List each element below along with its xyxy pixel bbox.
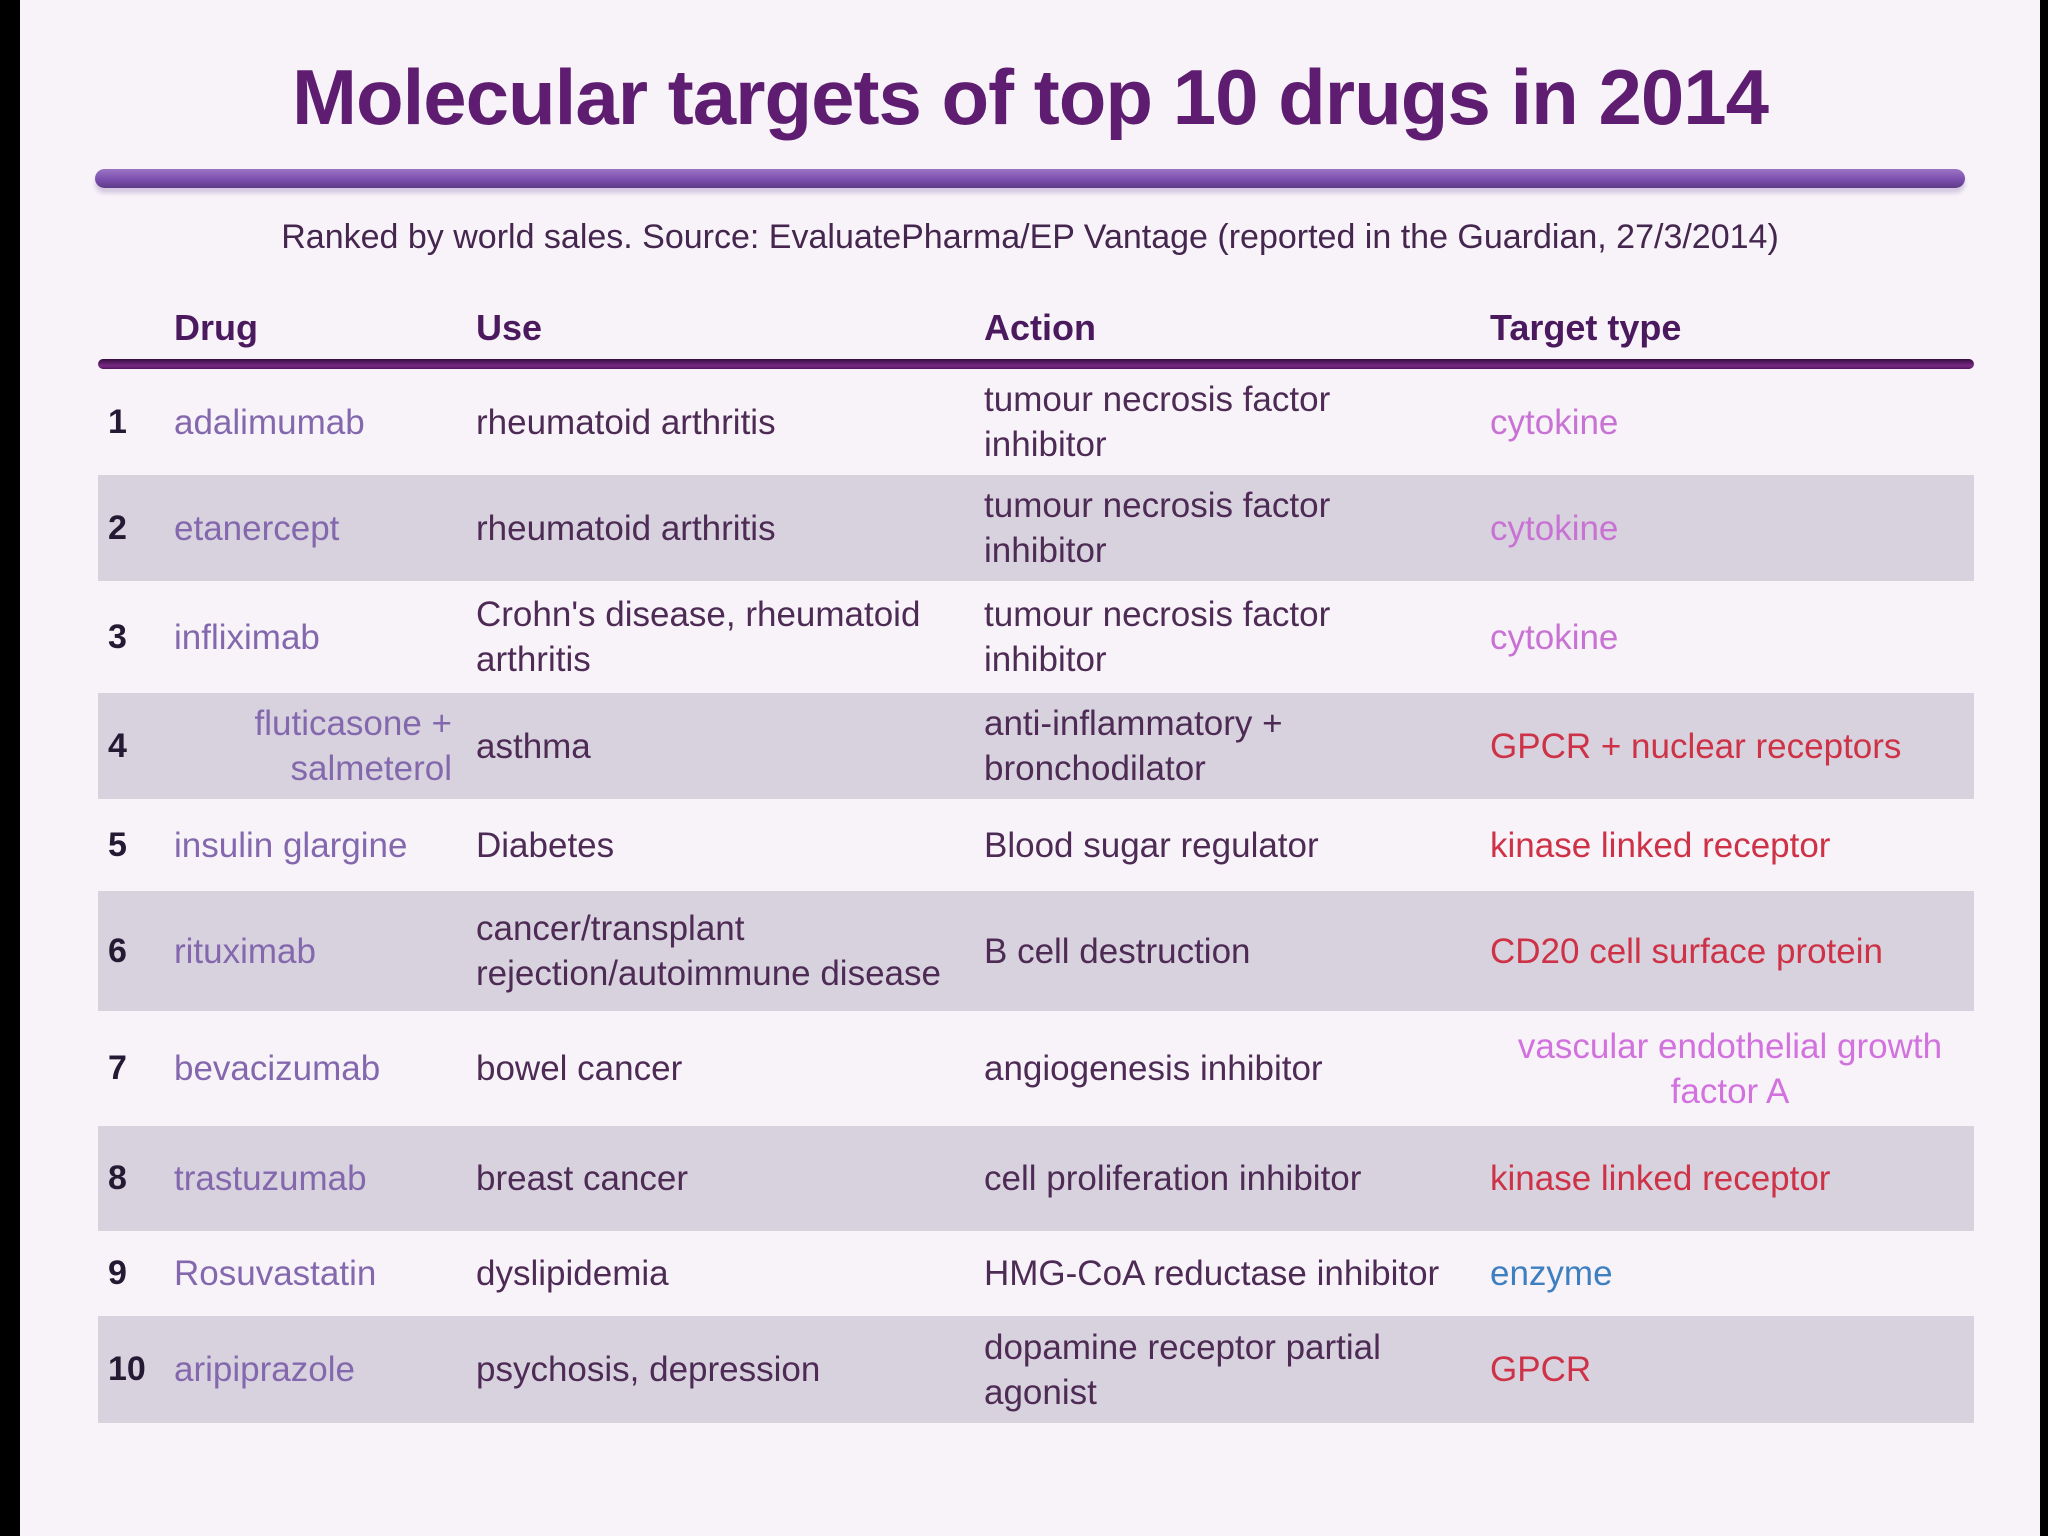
action-cell: tumour necrosis factor inhibitor (984, 486, 1331, 570)
drug-cell: adalimumab (174, 402, 365, 442)
drug-table: Drug Use Action Target type 1 adalimumab… (98, 307, 1974, 1423)
table-row: 8 trastuzumab breast cancer cell prolife… (98, 1126, 1974, 1231)
column-header-target-type: Target type (1490, 307, 1682, 348)
column-header-drug: Drug (174, 307, 258, 348)
target-type-cell: kinase linked receptor (1490, 1159, 1831, 1198)
drug-cell: insulin glargine (174, 825, 408, 865)
target-type-cell: cytokine (1490, 508, 1619, 548)
page-title: Molecular targets of top 10 drugs in 201… (291, 53, 1769, 141)
drug-cell: infliximab (174, 617, 320, 657)
use-cell: breast cancer (476, 1159, 689, 1198)
table-header-row: Drug Use Action Target type (98, 307, 1974, 359)
drug-cell: Rosuvastatin (174, 1254, 377, 1293)
drug-cell: bevacizumab (174, 1049, 381, 1088)
target-type-cell: cytokine (1490, 617, 1619, 657)
table-row: 4 fluticasone + salmeterol asthma anti-i… (98, 693, 1974, 799)
target-type-cell: enzyme (1490, 1254, 1613, 1293)
table-row: 1 adalimumab rheumatoid arthritis tumour… (98, 369, 1974, 475)
drug-cell: fluticasone + salmeterol (254, 704, 453, 788)
action-cell: tumour necrosis factor inhibitor (984, 595, 1331, 679)
action-cell: anti-inflammatory + bronchodilator (984, 704, 1283, 788)
use-cell: Crohn's disease, rheumatoid arthritis (476, 595, 921, 679)
table-row: 2 etanercept rheumatoid arthritis tumour… (98, 475, 1974, 581)
use-cell: rheumatoid arthritis (476, 508, 776, 548)
drug-cell: rituximab (174, 931, 316, 971)
table-row: 6 rituximab cancer/transplant rejection/… (98, 891, 1974, 1011)
target-type-cell: vascular endothelial growth factor A (1517, 1026, 1943, 1111)
rank-cell: 1 (108, 402, 127, 441)
action-cell: Blood sugar regulator (984, 825, 1319, 865)
target-type-cell: GPCR (1490, 1350, 1592, 1389)
table-row: 10 aripiprazole psychosis, depression do… (98, 1316, 1974, 1423)
header-divider-rule (98, 359, 1974, 369)
column-header-use: Use (476, 307, 543, 348)
table-row: 5 insulin glargine Diabetes Blood sugar … (98, 799, 1974, 891)
column-header-action: Action (984, 307, 1096, 348)
target-type-cell: CD20 cell surface protein (1490, 931, 1883, 971)
action-cell: dopamine receptor partial agonist (984, 1327, 1381, 1412)
target-type-cell: cytokine (1490, 402, 1619, 442)
action-cell: angiogenesis inhibitor (984, 1049, 1323, 1088)
action-cell: HMG-CoA reductase inhibitor (984, 1254, 1440, 1293)
rank-cell: 6 (108, 931, 127, 970)
drug-cell: aripiprazole (174, 1350, 355, 1389)
table-row: 7 bevacizumab bowel cancer angiogenesis … (98, 1011, 1974, 1126)
use-cell: psychosis, depression (476, 1350, 821, 1389)
rank-cell: 4 (108, 726, 127, 765)
source-subtitle: Ranked by world sales. Source: EvaluateP… (281, 218, 1779, 256)
table-row: 3 infliximab Crohn's disease, rheumatoid… (98, 581, 1974, 693)
slide-canvas: Molecular targets of top 10 drugs in 201… (20, 0, 2040, 1536)
table-body: 1 adalimumab rheumatoid arthritis tumour… (98, 369, 1974, 1423)
rank-cell: 8 (108, 1159, 127, 1197)
target-type-cell: GPCR + nuclear receptors (1490, 726, 1902, 766)
use-cell: cancer/transplant rejection/autoimmune d… (476, 909, 941, 993)
rank-cell: 5 (108, 825, 127, 864)
table-row: 9 Rosuvastatin dyslipidemia HMG-CoA redu… (98, 1231, 1974, 1316)
use-cell: bowel cancer (476, 1049, 683, 1088)
use-cell: asthma (476, 726, 591, 766)
rank-cell: 9 (108, 1254, 127, 1292)
drug-cell: trastuzumab (174, 1159, 367, 1198)
rank-cell: 10 (108, 1350, 146, 1388)
use-cell: rheumatoid arthritis (476, 402, 776, 442)
rank-cell: 2 (108, 508, 127, 547)
rank-cell: 7 (108, 1049, 127, 1087)
drug-cell: etanercept (174, 508, 340, 548)
action-cell: B cell destruction (984, 931, 1251, 971)
rank-cell: 3 (108, 617, 127, 656)
target-type-cell: kinase linked receptor (1490, 825, 1831, 865)
title-underline-bar (95, 169, 1965, 188)
use-cell: Diabetes (476, 825, 615, 865)
action-cell: tumour necrosis factor inhibitor (984, 380, 1331, 464)
action-cell: cell proliferation inhibitor (984, 1159, 1362, 1198)
use-cell: dyslipidemia (476, 1254, 669, 1293)
